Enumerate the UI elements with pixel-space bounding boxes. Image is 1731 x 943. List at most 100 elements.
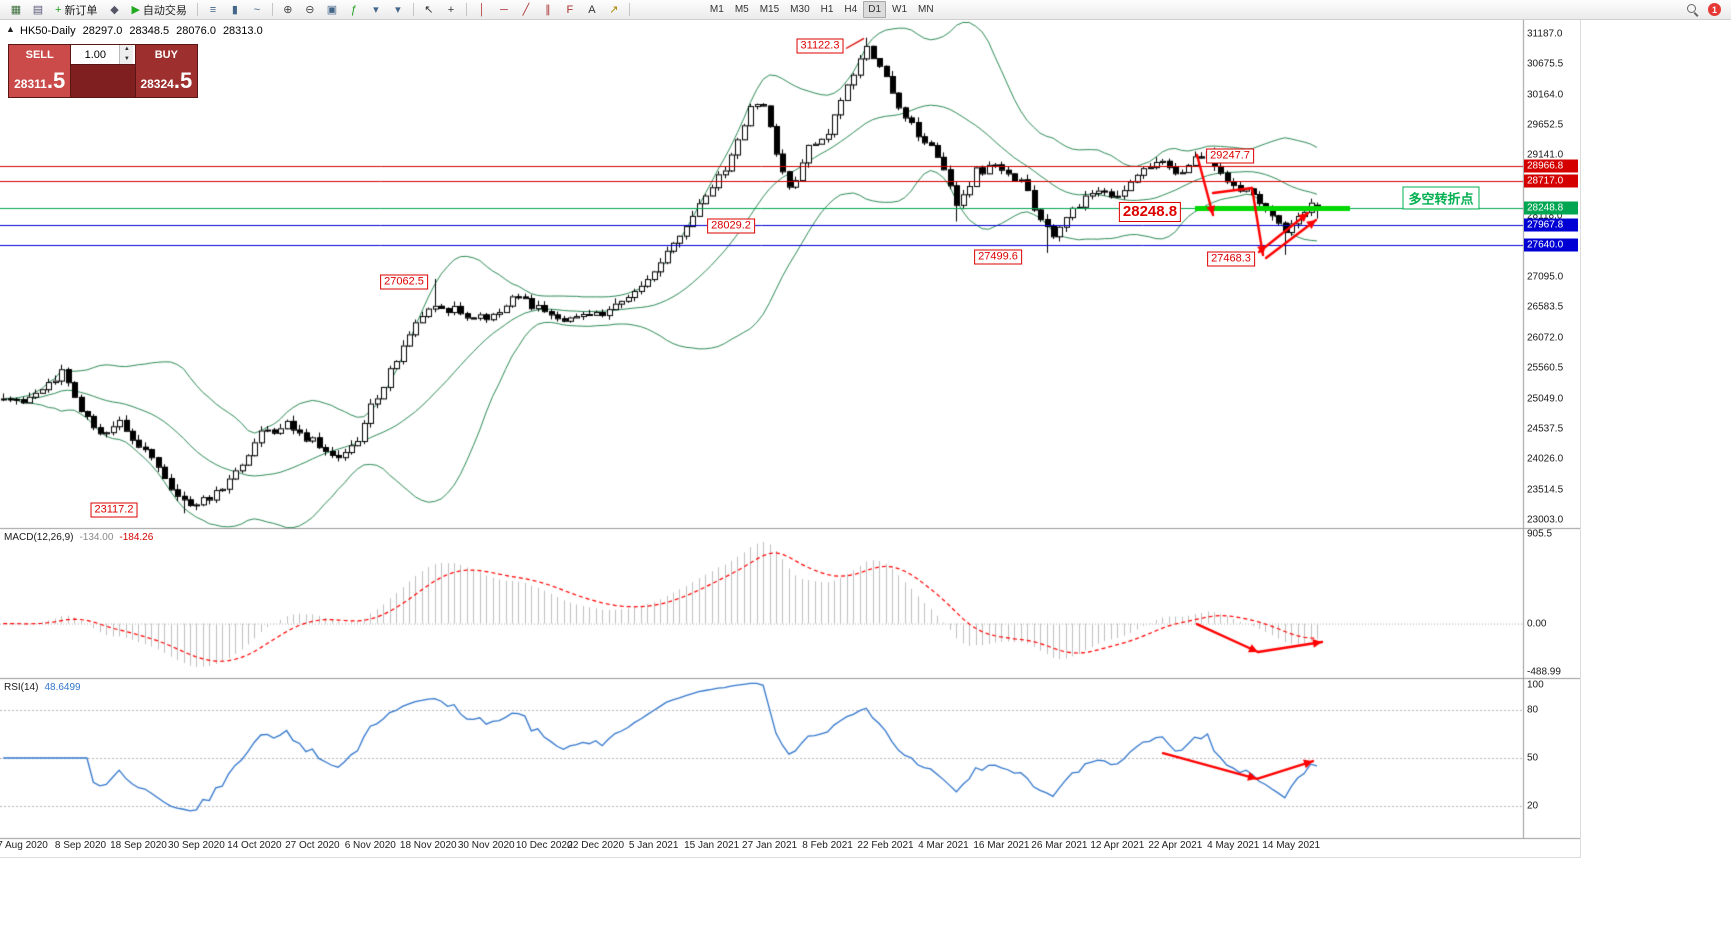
price-axis-tick: 23514.5 <box>1527 484 1564 496</box>
volume-input[interactable] <box>71 45 120 64</box>
price-callout-label[interactable]: 27468.3 <box>1207 251 1255 267</box>
toolbar-separator <box>412 3 414 16</box>
price-level-tag: 27967.8 <box>1524 218 1578 232</box>
macd-axis-tick: -488.99 <box>1527 666 1561 678</box>
date-axis-label: 26 Mar 2021 <box>1031 840 1088 851</box>
price-level-tag: 28717.0 <box>1524 174 1578 188</box>
autotrading-button[interactable]: ▶ 自动交易 <box>126 2 191 18</box>
price-callout-label[interactable]: 27499.6 <box>974 249 1022 265</box>
date-axis-label: 22 Apr 2021 <box>1148 840 1203 851</box>
toolbar-right-group: 1 <box>1686 3 1721 16</box>
date-axis-label: 10 Dec 2020 <box>515 840 573 851</box>
trendline-icon[interactable]: ╱ <box>522 4 530 16</box>
timeframe-button-m1[interactable]: M1 <box>709 4 724 15</box>
date-axis-label: 4 May 2021 <box>1207 840 1260 851</box>
channel-icon[interactable]: ∥ <box>545 4 551 16</box>
buy-button[interactable]: BUY 28324 .5 <box>135 45 197 97</box>
volume-increase-button[interactable]: ▲ <box>120 45 134 55</box>
date-axis-label: 22 Feb 2021 <box>857 840 914 851</box>
new-order-button-label: 新订单 <box>64 4 98 17</box>
price-chart-canvas[interactable] <box>0 20 1580 857</box>
toolbar-separator <box>196 3 198 16</box>
timeframe-button-w1[interactable]: W1 <box>892 4 908 15</box>
macd-indicator-label: MACD(12,26,9) -134.00 -184.26 <box>4 532 153 543</box>
macd-main-value: -134.00 <box>79 532 114 543</box>
price-callout-label[interactable]: 28248.8 <box>1118 201 1182 222</box>
date-axis-label: 27 Jan 2021 <box>742 840 798 851</box>
date-axis-label: 14 May 2021 <box>1262 840 1321 851</box>
price-callout-label[interactable]: 27062.5 <box>380 274 428 290</box>
autotrading-button-label: 自动交易 <box>142 4 187 17</box>
zoom-out-icon[interactable]: ⊖ <box>305 4 315 16</box>
indicators-icon[interactable]: ƒ <box>350 3 357 16</box>
macd-axis-tick: 905.5 <box>1527 528 1553 540</box>
periods-dropdown-icon[interactable]: ▾ <box>373 4 379 16</box>
price-axis-tick: 24537.5 <box>1527 423 1564 435</box>
price-axis-tick: 26583.5 <box>1527 301 1564 313</box>
date-axis-label: 6 Nov 2020 <box>344 840 396 851</box>
rsi-value: 48.6499 <box>44 682 81 693</box>
text-icon[interactable]: A <box>588 3 596 16</box>
price-level-tag: 27640.0 <box>1524 238 1578 252</box>
ohlc-low: 28076.0 <box>176 25 216 37</box>
toolbar-separator <box>465 3 467 16</box>
timeframe-button-m15[interactable]: M15 <box>759 4 780 15</box>
timeframe-button-d1[interactable]: D1 <box>863 1 887 18</box>
date-axis-label: 5 Jan 2021 <box>628 840 679 851</box>
date-axis-label: 14 Oct 2020 <box>227 840 282 851</box>
price-level-tag: 28966.8 <box>1524 159 1578 173</box>
main-toolbar: ▦ ▤ + 新订单 ◆ ▶ 自动交易 ≡ ▮ ~ ⊕ ⊖ ▣ ƒ ▾ ▾ ↖ + │ ─ ╱ ∥ F A ↗ M1 M5 M15 M3… <box>0 0 1731 20</box>
ohlc-high: 28348.5 <box>129 25 170 37</box>
price-callout-label[interactable]: 31122.3 <box>796 38 844 54</box>
horizontal-line-icon[interactable]: ─ <box>500 3 508 16</box>
price-callout-label[interactable]: 28029.2 <box>707 218 755 234</box>
cursor-icon[interactable]: ↖ <box>424 4 434 16</box>
date-axis-label: 27 Oct 2020 <box>285 840 340 851</box>
timeframe-button-m30[interactable]: M30 <box>790 4 810 15</box>
search-icon[interactable] <box>1686 3 1699 16</box>
macd-name: MACD(12,26,9) <box>4 532 74 543</box>
templates-icon[interactable]: ▾ <box>395 4 401 16</box>
toolbar-separator <box>271 3 273 16</box>
timeframe-button-mn[interactable]: MN <box>918 4 934 15</box>
timeframe-button-group: M1 M5 M15 M30 H1 H4 D1 W1 MN <box>705 1 939 18</box>
crosshair-icon[interactable]: + <box>447 3 455 16</box>
line-chart-icon[interactable]: ~ <box>253 3 261 16</box>
new-chart-icon[interactable]: ▦ <box>10 4 22 16</box>
price-callout-label[interactable]: 29247.7 <box>1206 148 1254 164</box>
date-axis-label: 18 Sep 2020 <box>110 840 167 851</box>
volume-field-wrap: ▲ ▼ <box>71 45 135 65</box>
buy-price-fraction: .5 <box>173 68 193 93</box>
price-axis-tick: 27095.0 <box>1527 271 1564 283</box>
sell-price-main: 28311 <box>14 77 47 91</box>
timeframe-button-m5[interactable]: M5 <box>734 4 749 15</box>
zoom-in-icon[interactable]: ⊕ <box>283 4 293 16</box>
ohlc-close: 28313.0 <box>222 25 263 37</box>
notification-badge[interactable]: 1 <box>1708 3 1721 16</box>
arrows-icon[interactable]: ↗ <box>609 4 619 16</box>
chart-info-line: HK50-Daily 28297.0 28348.5 28076.0 28313… <box>20 25 263 37</box>
bar-chart-icon[interactable]: ≡ <box>209 3 217 16</box>
volume-spinner: ▲ ▼ <box>119 45 134 64</box>
autotrading-icon: ▶ <box>131 4 140 16</box>
timeframe-button-h4[interactable]: H4 <box>844 4 858 15</box>
sell-button[interactable]: SELL 28311 .5 <box>9 45 71 97</box>
date-axis-label: 18 Nov 2020 <box>399 840 457 851</box>
one-click-collapse-icon[interactable]: ▲ <box>6 24 15 34</box>
macd-signal-value: -184.26 <box>119 532 154 543</box>
profiles-icon[interactable]: ▤ <box>32 4 44 16</box>
turning-point-label[interactable]: 多空转折点 <box>1402 186 1480 210</box>
tile-windows-icon[interactable]: ▣ <box>326 4 338 16</box>
candlestick-chart-icon[interactable]: ▮ <box>231 4 238 16</box>
chart-window: 31187.0 30675.5 30164.0 29652.5 29141.0 28118… <box>0 20 1581 858</box>
new-order-button[interactable]: + 新订单 <box>50 2 102 18</box>
vertical-line-icon[interactable]: │ <box>478 3 486 16</box>
rsi-axis-tick: 80 <box>1527 704 1539 716</box>
date-axis-label: 8 Feb 2021 <box>802 840 853 851</box>
price-callout-label[interactable]: 23117.2 <box>90 502 138 518</box>
fibonacci-icon[interactable]: F <box>566 3 574 16</box>
timeframe-button-h1[interactable]: H1 <box>820 4 834 15</box>
volume-decrease-button[interactable]: ▼ <box>120 54 134 64</box>
expert-advisors-icon[interactable]: ◆ <box>110 4 119 16</box>
